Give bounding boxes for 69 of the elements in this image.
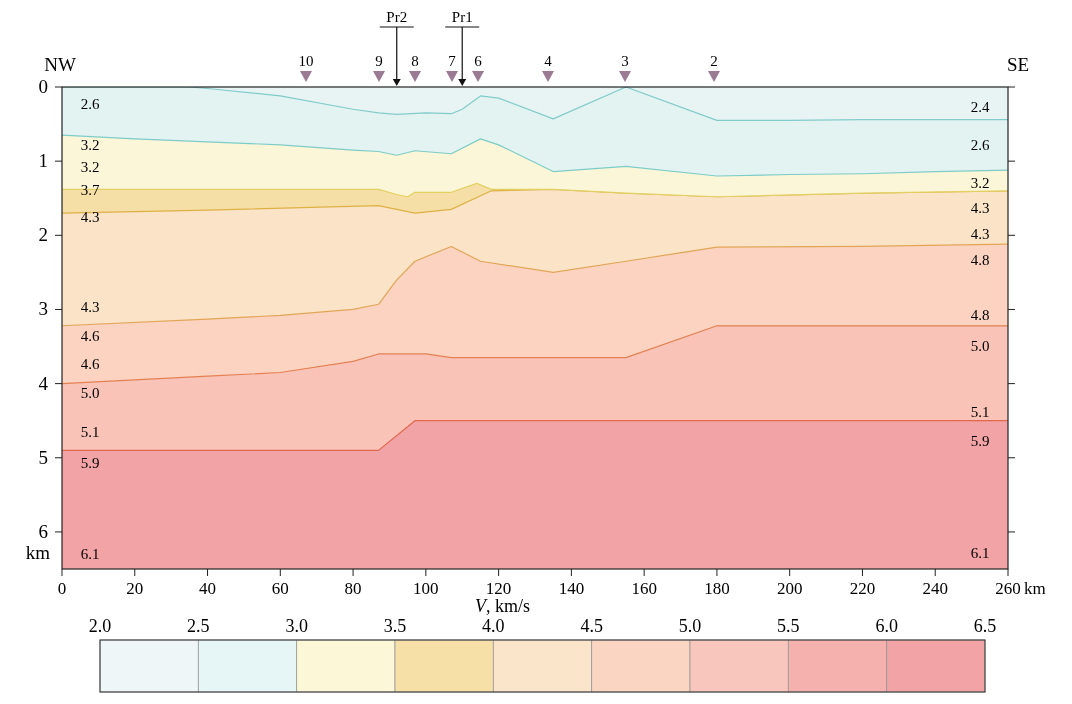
x-tick-label: 20 [126, 579, 144, 598]
y-axis-title: km [25, 542, 51, 563]
annotation: 2.6 [80, 96, 100, 112]
color-bar-label: 4.0 [482, 616, 505, 636]
x-tick-label: 60 [271, 579, 289, 598]
annotation: 3.7 [80, 182, 100, 198]
x-tick-label: 120 [485, 579, 512, 598]
x-tick-label: 180 [704, 579, 730, 598]
annotation: 5.1 [80, 424, 100, 440]
annotation: 2.6 [970, 137, 990, 153]
text: 3 [621, 53, 629, 69]
x-tick-label: 80 [344, 579, 362, 598]
annotation: 4.8 [970, 307, 990, 323]
annotation: 5.0 [970, 338, 990, 354]
x-tick-label: 140 [558, 579, 585, 598]
annotation: 6.1 [970, 545, 990, 561]
y-tick-label: 1 [38, 150, 48, 172]
x-tick-label: 220 [849, 579, 876, 598]
y-tick-label: 4 [38, 372, 49, 394]
text: 10 [298, 53, 314, 69]
text: 6 [474, 53, 483, 69]
annotation: 6.1 [80, 546, 100, 562]
annotation: 3.2 [80, 159, 100, 175]
text: 2 [710, 53, 718, 69]
text: 4 [544, 53, 553, 69]
annotation: 4.6 [80, 328, 100, 344]
x-tick-label: 260 [995, 579, 1021, 598]
annotation: 4.3 [80, 209, 100, 225]
x-tick-label: 160 [631, 579, 657, 598]
ref-line-label: Pr1 [451, 9, 473, 25]
ref-line-label: Pr2 [386, 9, 408, 25]
annotation: 5.1 [970, 404, 990, 420]
text: 9 [375, 53, 383, 69]
text: NW [44, 54, 76, 75]
annotation: 4.3 [970, 200, 990, 216]
y-tick-label: 0 [38, 76, 48, 97]
text: SE [1006, 54, 1030, 75]
annotation: 4.3 [970, 226, 990, 242]
annotation: 5.9 [970, 433, 990, 449]
color-bar-label: 3.5 [383, 616, 407, 636]
color-bar-label: 3.0 [285, 616, 308, 636]
color-bar-title: V, km/s [474, 596, 531, 616]
x-tick-label: 200 [776, 579, 803, 598]
annotation: 4.3 [80, 299, 100, 315]
annotation: 4.6 [80, 356, 100, 372]
annotation: 3.2 [80, 137, 100, 153]
text: 7 [448, 53, 457, 69]
annotation: 3.2 [970, 175, 990, 191]
x-axis-title: km [1024, 579, 1046, 598]
x-tick-label: 240 [922, 579, 948, 598]
x-tick-label: 0 [57, 579, 67, 598]
annotation: 5.0 [80, 385, 100, 401]
annotation: 5.9 [80, 455, 100, 471]
x-tick-label: 40 [199, 579, 217, 598]
y-tick-label: 6 [38, 520, 48, 542]
color-bar-label: 6.5 [973, 616, 997, 636]
x-tick-label: 100 [413, 579, 439, 598]
y-tick-label: 2 [38, 224, 48, 246]
y-tick-label: 3 [38, 298, 48, 320]
color-bar-label: 5.5 [777, 616, 800, 636]
y-tick-label: 5 [38, 446, 48, 468]
color-bar-label: 2.0 [88, 616, 112, 636]
annotation: 2.4 [970, 99, 990, 115]
color-bar-label: 2.5 [187, 616, 210, 636]
color-bar-label: 5.0 [678, 616, 702, 636]
color-bar-label: 4.5 [580, 616, 603, 636]
text: 8 [411, 53, 419, 69]
annotation: 4.8 [970, 252, 990, 268]
color-bar-label: 6.0 [875, 616, 898, 636]
